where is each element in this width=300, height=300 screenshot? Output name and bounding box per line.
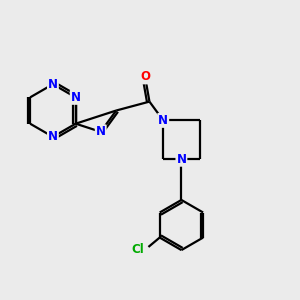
Text: O: O: [140, 70, 150, 83]
Text: N: N: [176, 153, 186, 166]
Text: N: N: [158, 114, 168, 127]
Text: N: N: [71, 91, 81, 104]
Text: N: N: [48, 130, 58, 143]
Text: Cl: Cl: [131, 243, 144, 256]
Text: N: N: [48, 78, 58, 91]
Text: N: N: [96, 125, 106, 138]
